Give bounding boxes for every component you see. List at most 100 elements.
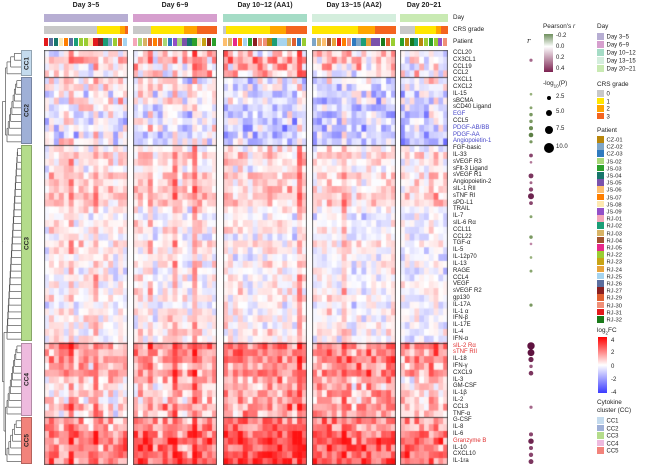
day-legend-entry-label: Day 13~15 <box>606 58 636 65</box>
cytokine-row-label: IL-6 <box>453 430 464 437</box>
patient-legend-entry-label: RJ-30 <box>606 303 622 310</box>
cytokine-row-label: CCL2 <box>453 70 469 77</box>
patient-segment <box>433 38 438 46</box>
patient-legend-entry-swatch <box>597 150 604 157</box>
patient-annotation-bar <box>223 38 307 46</box>
patient-legend-entry-label: JS-08 <box>606 202 622 209</box>
patient-segment <box>83 38 88 46</box>
pearson-r-dot <box>529 58 533 62</box>
day-legend-entry-label: Day 6~9 <box>606 42 630 49</box>
patient-segment <box>142 38 148 46</box>
patient-legend-entry-swatch <box>597 136 604 143</box>
log2fc-tick-label: 2 <box>611 350 615 357</box>
patient-legend-entry-swatch <box>597 200 604 208</box>
pearson-r-dot-column <box>527 58 535 465</box>
patient-legend-entry-swatch <box>597 316 604 323</box>
cytokine-row-label: CCL3 <box>453 403 469 410</box>
patient-segment <box>252 38 257 46</box>
patient-legend-entry-label: RJ-29 <box>606 295 622 302</box>
crs-legend-entry-swatch <box>597 97 604 104</box>
patient-segment <box>312 38 317 46</box>
patient-segment <box>223 38 228 46</box>
cc-legend-entry-label: CC3 <box>606 433 619 440</box>
day-legend-entry-label: Day 10~12 <box>606 50 636 57</box>
pearson-r-dot <box>529 119 533 124</box>
cluster-sidebar-block <box>21 417 32 464</box>
patient-segment <box>346 38 351 46</box>
cytokine-row-label: IL-1β <box>453 390 467 397</box>
logp-legend-dot <box>545 126 553 134</box>
cc-legend-entry: CC4 <box>597 439 619 447</box>
cytokine-row-label: sIL-6 Rα <box>453 220 476 227</box>
log2fc-colorbar <box>598 337 607 393</box>
logp-legend-dot <box>544 143 554 153</box>
crs-grade-segment <box>124 26 128 34</box>
patient-legend-entry: RJ-31 <box>597 308 622 316</box>
cytokine-row-label: IL-2 <box>453 396 464 403</box>
crs-legend-entry-label: 3 <box>606 114 610 120</box>
cytokine-row-label: CCL20 <box>453 50 472 56</box>
pearson-r-dot <box>529 242 533 246</box>
cytokine-row-label: sVEGF R1 <box>453 172 482 179</box>
row-dendrogram <box>2 53 21 462</box>
patient-legend-entry-swatch <box>597 265 604 273</box>
log2fc-legend-title: log2FC <box>597 327 617 336</box>
patient-segment <box>113 38 118 46</box>
crs-grade-segment <box>120 26 125 34</box>
patient-segment <box>414 38 419 46</box>
cluster-sidebar-label: CC5 <box>23 434 31 448</box>
patient-segment <box>93 38 98 46</box>
patient-segment <box>192 38 197 46</box>
patient-segment <box>232 38 238 46</box>
patient-legend-entry-label: RJ-26 <box>606 281 622 288</box>
logp-legend-label: 5.0 <box>556 109 565 115</box>
pearson-r-dot <box>529 235 533 239</box>
patient-legend-entry-label: JS-05 <box>606 180 622 187</box>
patient-legend-entry-label: RJ-03 <box>606 231 622 238</box>
cc-legend-entry-swatch <box>597 447 604 454</box>
patient-segment <box>321 38 327 46</box>
patient-legend-entry: RJ-03 <box>597 229 622 238</box>
patient-segment <box>237 38 243 46</box>
crs-legend-entry-swatch <box>597 112 604 119</box>
cytokine-row-label: CCL4 <box>453 274 469 281</box>
pearson-r-colorbar <box>544 34 553 72</box>
patient-segment <box>391 38 396 46</box>
patient-legend-entry-label: RJ-25 <box>606 274 622 281</box>
day-annotation-bar <box>400 14 448 22</box>
pearson-r-dot <box>529 106 533 110</box>
patient-legend-entry: RJ-22 <box>597 251 622 259</box>
cytokine-row-label: IL-10 <box>453 444 467 451</box>
day-legend-entry-swatch <box>597 57 604 64</box>
cytokine-row-label: IL-8 <box>453 424 464 431</box>
cytokine-row-label: IL-15 <box>453 90 467 97</box>
cytokine-row-label: CX3CL1 <box>453 56 476 63</box>
patient-legend-entry-swatch <box>597 157 604 165</box>
day-annotation-bar <box>312 14 396 22</box>
cluster-sidebar-block <box>21 342 32 417</box>
patient-segment <box>257 38 262 46</box>
pearson-r-dot <box>529 201 533 205</box>
pearson-r-dot <box>528 432 534 437</box>
patient-legend-entry-swatch <box>597 251 604 258</box>
patient-segment <box>118 38 123 46</box>
cytokine-row-label: IL-4 <box>453 328 464 335</box>
crs-annotation-label: CRS grade <box>453 26 485 33</box>
cytokine-row-label: Angiopoietin-1 <box>453 138 492 145</box>
patient-legend-entry-swatch <box>597 308 604 316</box>
crs-grade-segment <box>184 26 197 34</box>
patient-segment <box>68 38 73 46</box>
day-legend-entry-swatch <box>597 49 604 56</box>
logp-legend-label: 7.5 <box>556 126 565 132</box>
patient-segment <box>351 38 356 46</box>
patient-legend-entry-label: JS-03 <box>606 166 622 173</box>
patient-segment <box>326 38 332 46</box>
patient-legend-entry-label: CZ-03 <box>606 151 623 158</box>
patient-segment <box>267 38 272 46</box>
crs-legend-title: CRS grade <box>597 81 629 88</box>
patient-segment <box>177 38 182 46</box>
patient-legend-entry-swatch <box>597 258 604 265</box>
pearson-r-dot <box>527 342 535 350</box>
crs-legend-entry-label: 2 <box>606 106 610 113</box>
patient-legend-entry-label: CZ-01 <box>606 137 623 144</box>
